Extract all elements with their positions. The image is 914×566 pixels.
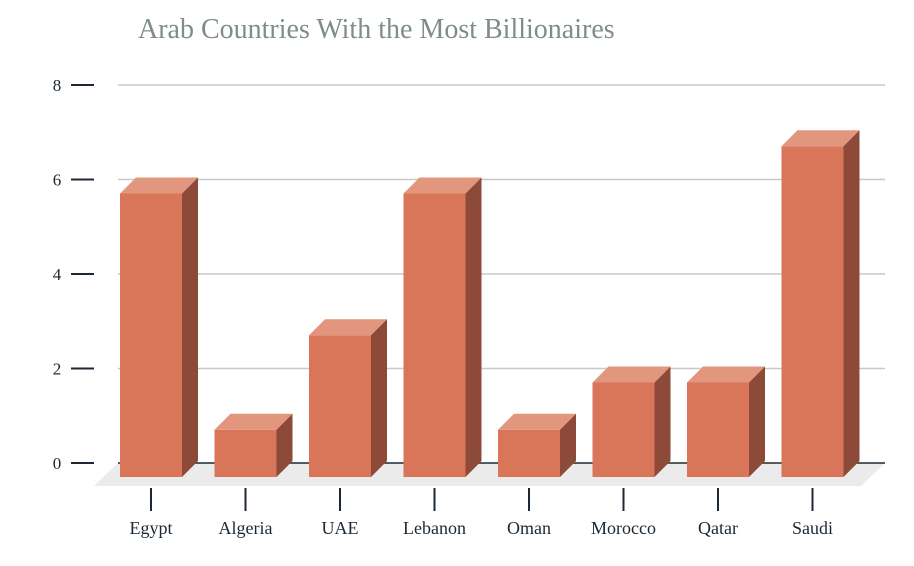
bar-top bbox=[498, 413, 576, 430]
bar-side bbox=[371, 319, 387, 477]
y-tick-label: 6 bbox=[53, 171, 62, 190]
bar-top bbox=[781, 130, 860, 147]
y-tick-label: 8 bbox=[53, 76, 62, 95]
bar-side bbox=[843, 130, 860, 477]
x-tick-label: Algeria bbox=[219, 518, 273, 538]
x-tick-label: Qatar bbox=[698, 518, 738, 538]
bar-top bbox=[403, 177, 482, 194]
bar bbox=[120, 193, 182, 477]
bar-top bbox=[214, 413, 293, 430]
bar bbox=[781, 146, 844, 477]
bar bbox=[687, 382, 749, 477]
bar bbox=[309, 335, 371, 477]
bar-side bbox=[654, 366, 671, 477]
y-tick-label: 2 bbox=[53, 360, 62, 379]
x-tick-label: Oman bbox=[507, 518, 551, 538]
y-tick-label: 4 bbox=[53, 265, 62, 284]
x-tick-label: Morocco bbox=[591, 518, 656, 538]
bar-side bbox=[182, 177, 198, 477]
x-tick-label: Egypt bbox=[130, 518, 173, 538]
bar-side bbox=[560, 413, 576, 477]
bar bbox=[214, 429, 277, 477]
bar-side bbox=[276, 413, 293, 477]
bar-top bbox=[120, 177, 198, 194]
bar bbox=[592, 382, 655, 477]
bar bbox=[403, 193, 466, 477]
bar-top bbox=[592, 366, 671, 383]
x-tick-label: UAE bbox=[322, 518, 359, 538]
bar-top bbox=[687, 366, 765, 383]
bar-side bbox=[465, 177, 482, 477]
bar-side bbox=[749, 366, 765, 477]
y-tick-label: 0 bbox=[53, 454, 62, 473]
chart-title: Arab Countries With the Most Billionaire… bbox=[138, 14, 615, 45]
bar-top bbox=[309, 319, 387, 336]
chart-floor bbox=[94, 463, 885, 486]
x-tick-label: Saudi bbox=[792, 518, 833, 538]
x-tick-label: Lebanon bbox=[403, 518, 466, 538]
bar bbox=[498, 429, 560, 477]
